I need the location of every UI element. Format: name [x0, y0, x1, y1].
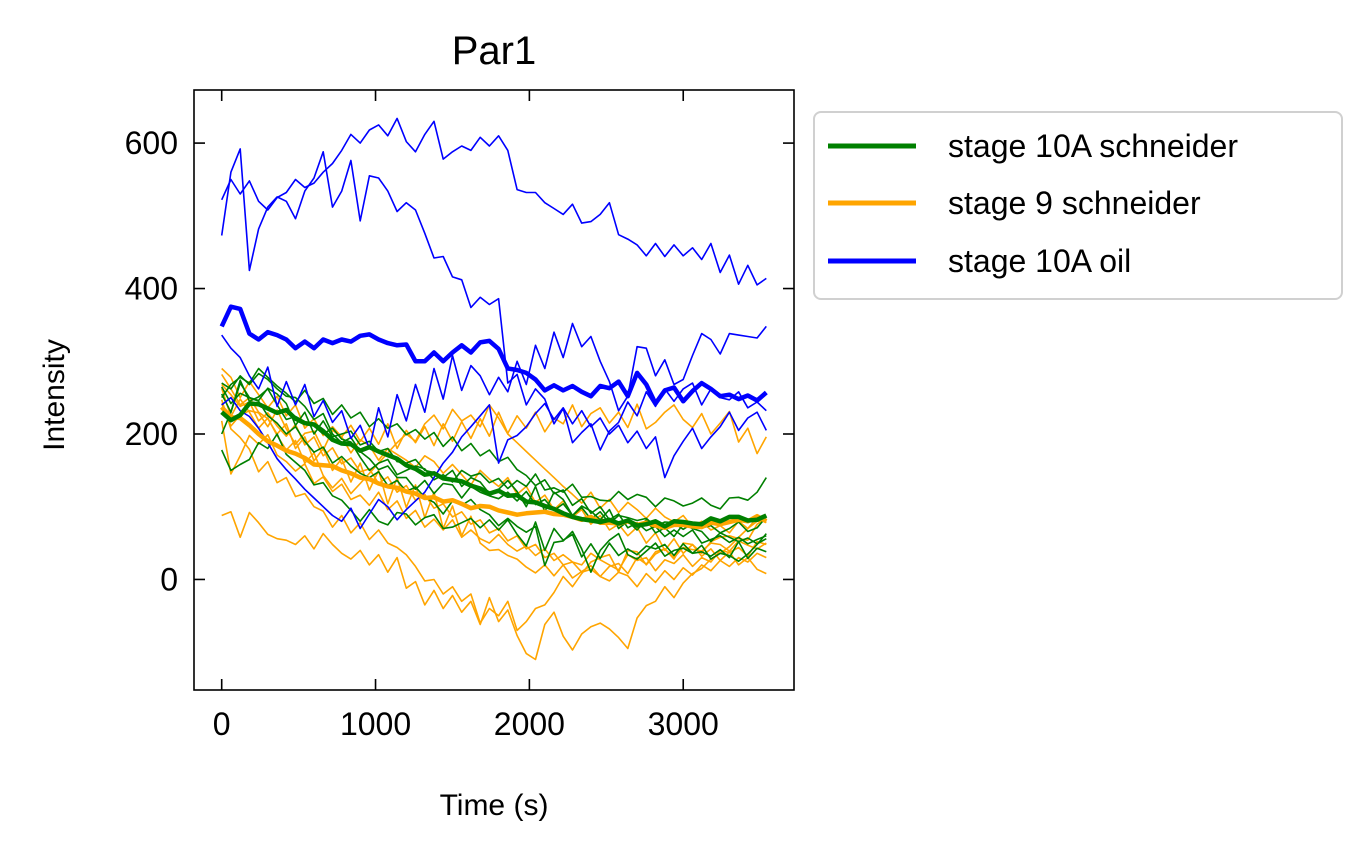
- series-0-trace-2: [220, 433, 767, 560]
- legend-label-0: stage 10A schneider: [948, 128, 1238, 164]
- series-0-trace-5: [220, 386, 767, 574]
- x-tick-label-3: 3000: [648, 706, 719, 742]
- y-tick-label-0: 0: [160, 561, 178, 597]
- series-1-trace-3: [220, 399, 767, 632]
- legend-frame: [813, 111, 1343, 300]
- legend-label-1: stage 9 schneider: [948, 185, 1201, 221]
- legend: stage 10A schneider stage 9 schneider st…: [813, 111, 1343, 300]
- chart-title: Par1: [452, 29, 537, 73]
- y-tick-label-1: 200: [125, 416, 178, 452]
- plot-lines: [219, 117, 768, 661]
- axis-ticks: 0 1000 2000 3000 0 200 400 600: [125, 90, 794, 742]
- x-tick-label-2: 2000: [494, 706, 565, 742]
- series-0-trace-4: [221, 367, 767, 545]
- series-1-trace-7: [221, 383, 767, 588]
- series-1-trace-2: [221, 510, 767, 661]
- series-1-trace-4: [220, 420, 767, 572]
- series-2-mean-line: [219, 304, 768, 406]
- y-tick-label-2: 400: [125, 271, 178, 307]
- series-1-trace-6: [220, 387, 767, 534]
- plot-frame: [193, 89, 795, 691]
- series-1-trace-0: [221, 367, 768, 455]
- series-2-trace-1: [220, 148, 767, 451]
- series-1-mean-line: [220, 405, 768, 531]
- y-tick-label-3: 600: [125, 125, 178, 161]
- x-tick-label-1: 1000: [340, 706, 411, 742]
- series-2-trace-0: [220, 117, 767, 286]
- y-axis-label: Intensity: [38, 339, 71, 451]
- series-2-trace-3: [221, 396, 768, 530]
- legend-label-2: stage 10A oil: [948, 243, 1131, 279]
- series-2-trace-2: [221, 322, 767, 450]
- series-0-mean-line: [220, 401, 768, 529]
- x-tick-label-0: 0: [213, 706, 231, 742]
- x-axis-label: Time (s): [440, 789, 549, 822]
